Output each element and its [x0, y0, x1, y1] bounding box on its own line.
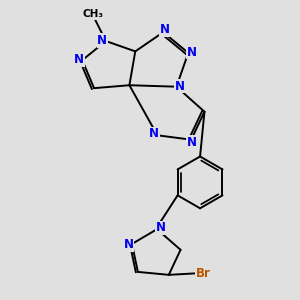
Text: N: N [149, 127, 159, 140]
Text: N: N [74, 53, 84, 66]
Text: N: N [175, 80, 185, 93]
Text: Br: Br [196, 267, 211, 280]
Text: N: N [187, 46, 197, 59]
Text: N: N [155, 221, 166, 234]
Text: N: N [97, 34, 107, 47]
Text: N: N [187, 136, 197, 149]
Text: N: N [160, 23, 170, 36]
Text: N: N [123, 238, 134, 251]
Text: CH₃: CH₃ [82, 9, 103, 19]
